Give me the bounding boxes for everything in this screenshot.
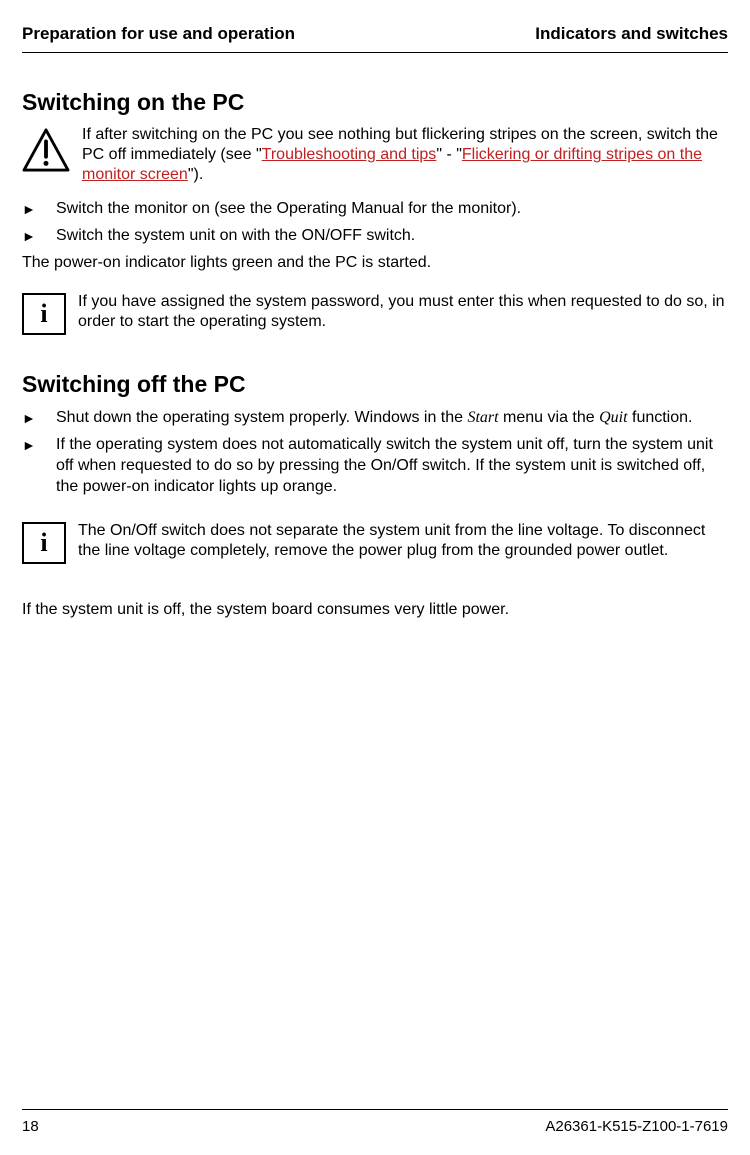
info-icon: i bbox=[22, 293, 66, 335]
bullet-marker-icon: ► bbox=[22, 199, 42, 217]
bullet-text: If the operating system does not automat… bbox=[56, 435, 728, 497]
header-right: Indicators and switches bbox=[535, 24, 728, 44]
bullet-text-pre: Shut down the operating system properly.… bbox=[56, 409, 467, 426]
link-troubleshooting[interactable]: Troubleshooting and tips bbox=[262, 146, 437, 163]
header-left: Preparation for use and operation bbox=[22, 24, 295, 44]
page: Preparation for use and operation Indica… bbox=[0, 0, 750, 1155]
paragraph: If the system unit is off, the system bo… bbox=[22, 600, 728, 621]
info-note: i If you have assigned the system passwo… bbox=[22, 293, 728, 335]
section-title-switching-off: Switching off the PC bbox=[22, 371, 728, 398]
bullet-text: Switch the monitor on (see the Operating… bbox=[56, 199, 521, 220]
footer-page-number: 18 bbox=[22, 1118, 39, 1135]
italic-quit: Quit bbox=[599, 409, 627, 426]
bullet-text-post: function. bbox=[628, 409, 693, 426]
info-text: The On/Off switch does not separate the … bbox=[78, 521, 728, 561]
warning-triangle-icon bbox=[22, 128, 70, 172]
footer-doc-id: A26361-K515-Z100-1-7619 bbox=[545, 1118, 728, 1135]
warning-text: If after switching on the PC you see not… bbox=[82, 125, 728, 185]
section-title-switching-on: Switching on the PC bbox=[22, 89, 728, 116]
list-item: ► Switch the monitor on (see the Operati… bbox=[22, 199, 728, 220]
page-content: Switching on the PC If after switching o… bbox=[22, 53, 728, 1109]
italic-start: Start bbox=[467, 409, 498, 426]
page-header: Preparation for use and operation Indica… bbox=[22, 0, 728, 53]
warning-text-post: "). bbox=[188, 166, 203, 183]
page-footer: 18 A26361-K515-Z100-1-7619 bbox=[22, 1109, 728, 1155]
bullet-text-mid: menu via the bbox=[499, 409, 600, 426]
info-icon: i bbox=[22, 522, 66, 564]
list-item: ► Shut down the operating system properl… bbox=[22, 408, 728, 429]
bullet-marker-icon: ► bbox=[22, 435, 42, 453]
info-text: If you have assigned the system password… bbox=[78, 292, 728, 332]
list-item: ► Switch the system unit on with the ON/… bbox=[22, 226, 728, 247]
bullet-text: Shut down the operating system properly.… bbox=[56, 408, 692, 429]
info-note: i The On/Off switch does not separate th… bbox=[22, 522, 728, 564]
list-item: ► If the operating system does not autom… bbox=[22, 435, 728, 497]
bullet-text: Switch the system unit on with the ON/OF… bbox=[56, 226, 415, 247]
bullet-marker-icon: ► bbox=[22, 408, 42, 426]
warning-note: If after switching on the PC you see not… bbox=[22, 126, 728, 185]
paragraph: The power-on indicator lights green and … bbox=[22, 253, 728, 274]
warning-text-mid: " - " bbox=[436, 146, 462, 163]
bullet-marker-icon: ► bbox=[22, 226, 42, 244]
